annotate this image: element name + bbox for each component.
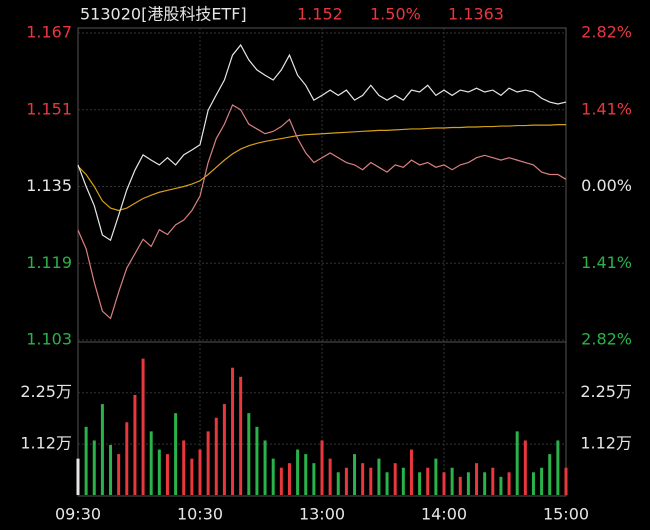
volume-bar xyxy=(418,472,422,495)
volume-bar xyxy=(141,358,145,495)
y2-tick-label: 2.82% xyxy=(581,330,632,349)
volume-bar xyxy=(279,467,283,495)
volume-bar xyxy=(296,449,300,495)
code-name: 513020[港股科技ETF] xyxy=(80,5,247,24)
volume-bar xyxy=(198,449,202,495)
volume-bar xyxy=(247,413,251,495)
y2-tick-label: 1.41% xyxy=(581,99,632,118)
volume-bar xyxy=(426,467,430,495)
volume-bar xyxy=(531,472,535,495)
y2-tick-label: 2.82% xyxy=(581,23,632,42)
volume-bar xyxy=(507,472,511,495)
price: 1.152 xyxy=(297,5,343,24)
volume-bar xyxy=(263,440,267,495)
vol-tick-label: 2.25万 xyxy=(580,382,632,401)
volume-bar xyxy=(483,472,487,495)
volume-bar xyxy=(239,376,243,495)
volume-bar xyxy=(165,454,169,495)
volume-bar xyxy=(450,467,454,495)
volume-bar xyxy=(287,463,291,495)
volume-bar xyxy=(312,463,316,495)
x-tick-label: 14:00 xyxy=(421,505,467,524)
vol-tick-label: 2.25万 xyxy=(20,382,72,401)
volume-bar xyxy=(222,404,226,495)
y-tick-label: 1.103 xyxy=(26,330,72,349)
volume-bar xyxy=(491,467,495,495)
change-pct: 1.50% xyxy=(370,5,421,24)
volume-bar xyxy=(320,440,324,495)
volume-bar xyxy=(255,426,259,495)
vol-tick-label: 1.12万 xyxy=(20,434,72,453)
volume-bar xyxy=(434,458,438,495)
volume-bar xyxy=(271,458,275,495)
avg-price: 1.1363 xyxy=(448,5,504,24)
volume-bar xyxy=(100,404,104,495)
price-line xyxy=(77,124,566,212)
volume-bar xyxy=(174,413,178,495)
volume-bar xyxy=(361,463,365,495)
volume-bar xyxy=(442,472,446,495)
volume-bar xyxy=(385,472,389,495)
volume-bar xyxy=(149,431,153,495)
price-line xyxy=(77,43,567,242)
volume-bar xyxy=(344,467,348,495)
volume-bar xyxy=(377,458,381,495)
volume-bar xyxy=(564,467,568,495)
volume-bar xyxy=(328,458,332,495)
volume-bar xyxy=(76,458,80,495)
volume-bar xyxy=(336,472,340,495)
volume-bar xyxy=(84,426,88,495)
x-tick-label: 13:00 xyxy=(299,505,345,524)
volume-bar xyxy=(401,467,405,495)
volume-bar xyxy=(458,476,462,495)
volume-bar xyxy=(109,445,113,495)
volume-bar xyxy=(117,454,121,495)
y2-tick-label: 1.41% xyxy=(581,253,632,272)
volume-bar xyxy=(231,367,235,495)
volume-bar xyxy=(499,476,503,495)
volume-bar xyxy=(304,454,308,495)
volume-bar xyxy=(369,467,373,495)
volume-bar xyxy=(157,449,161,495)
x-tick-label: 09:30 xyxy=(55,505,101,524)
y-tick-label: 1.119 xyxy=(26,253,72,272)
y2-tick-label: 0.00% xyxy=(581,176,632,195)
vol-tick-label: 1.12万 xyxy=(580,434,632,453)
volume-bar xyxy=(190,458,194,495)
volume-bar xyxy=(92,440,96,495)
volume-bar xyxy=(409,449,413,495)
volume-bar xyxy=(556,440,560,495)
volume-bar xyxy=(393,463,397,495)
volume-bar xyxy=(540,467,544,495)
volume-bar xyxy=(214,417,218,495)
volume-bar xyxy=(133,395,137,495)
y-tick-label: 1.151 xyxy=(26,99,72,118)
volume-bar xyxy=(125,422,129,495)
volume-bar xyxy=(523,440,527,495)
volume-bar xyxy=(548,454,552,495)
volume-bar xyxy=(353,454,357,495)
volume-bar xyxy=(475,463,479,495)
volume-bar xyxy=(466,472,470,495)
volume-bar xyxy=(515,431,519,495)
volume-bar xyxy=(182,440,186,495)
volume-bar xyxy=(206,431,210,495)
y-tick-label: 1.135 xyxy=(26,176,72,195)
x-tick-label: 10:30 xyxy=(177,505,223,524)
price-line xyxy=(77,104,567,320)
y-tick-label: 1.167 xyxy=(26,23,72,42)
x-tick-label: 15:00 xyxy=(543,505,589,524)
